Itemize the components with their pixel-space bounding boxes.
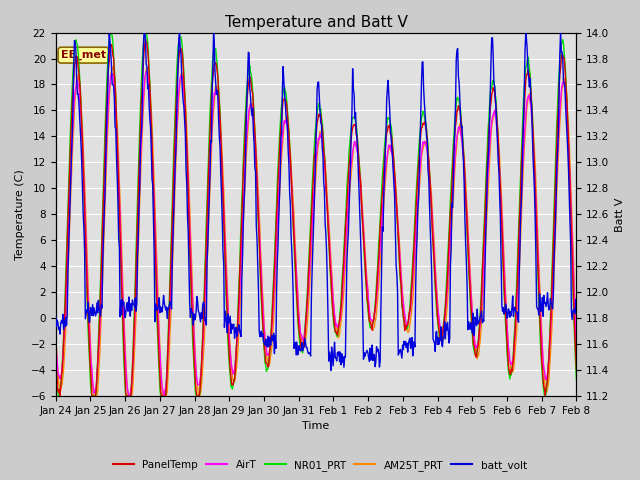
NR01_PRT	[108, 30, 115, 36]
NR01_PRT	[381, 144, 388, 149]
NR01_PRT	[573, 377, 580, 383]
AM25T_PRT	[573, 341, 580, 347]
PanelTemp	[88, 393, 96, 399]
AirT	[196, 374, 204, 380]
PanelTemp	[52, 359, 60, 364]
PanelTemp	[169, 191, 177, 196]
AM25T_PRT	[196, 390, 204, 396]
PanelTemp	[396, 263, 404, 268]
AirT	[381, 179, 388, 185]
AirT	[143, 69, 151, 74]
AM25T_PRT	[116, 198, 124, 204]
batt_volt	[573, 309, 580, 315]
AM25T_PRT	[61, 340, 69, 346]
batt_volt	[327, 368, 335, 373]
Line: PanelTemp: PanelTemp	[56, 39, 577, 396]
X-axis label: Time: Time	[303, 421, 330, 432]
Line: AirT: AirT	[56, 72, 577, 396]
batt_volt	[115, 236, 122, 242]
Title: Temperature and Batt V: Temperature and Batt V	[225, 15, 408, 30]
Line: NR01_PRT: NR01_PRT	[56, 33, 577, 396]
PanelTemp	[116, 204, 124, 210]
Y-axis label: Temperature (C): Temperature (C)	[15, 169, 25, 260]
AirT	[169, 224, 177, 229]
batt_volt	[168, 259, 176, 265]
Text: EE_met: EE_met	[61, 50, 106, 60]
NR01_PRT	[52, 368, 60, 374]
PanelTemp	[573, 368, 580, 373]
AM25T_PRT	[52, 333, 60, 338]
AM25T_PRT	[90, 393, 98, 399]
batt_volt	[140, 30, 148, 36]
batt_volt	[396, 348, 404, 353]
AirT	[125, 393, 132, 399]
batt_volt	[381, 170, 388, 176]
batt_volt	[196, 314, 204, 320]
AirT	[115, 177, 122, 182]
AirT	[61, 317, 69, 323]
AirT	[52, 335, 60, 340]
NR01_PRT	[169, 174, 177, 180]
Line: AM25T_PRT: AM25T_PRT	[56, 67, 577, 396]
batt_volt	[52, 313, 60, 319]
PanelTemp	[141, 36, 149, 42]
NR01_PRT	[54, 393, 62, 399]
NR01_PRT	[196, 380, 204, 385]
NR01_PRT	[396, 269, 404, 275]
AirT	[396, 251, 404, 256]
Line: batt_volt: batt_volt	[56, 33, 577, 371]
PanelTemp	[381, 156, 388, 162]
NR01_PRT	[116, 242, 124, 248]
Legend: PanelTemp, AirT, NR01_PRT, AM25T_PRT, batt_volt: PanelTemp, AirT, NR01_PRT, AM25T_PRT, ba…	[109, 456, 531, 475]
AM25T_PRT	[109, 64, 116, 70]
AM25T_PRT	[396, 245, 404, 251]
NR01_PRT	[62, 269, 70, 275]
AM25T_PRT	[381, 190, 388, 195]
AirT	[573, 346, 580, 352]
PanelTemp	[61, 305, 69, 311]
AM25T_PRT	[169, 248, 177, 253]
Y-axis label: Batt V: Batt V	[615, 197, 625, 231]
batt_volt	[61, 324, 69, 329]
PanelTemp	[196, 378, 204, 384]
